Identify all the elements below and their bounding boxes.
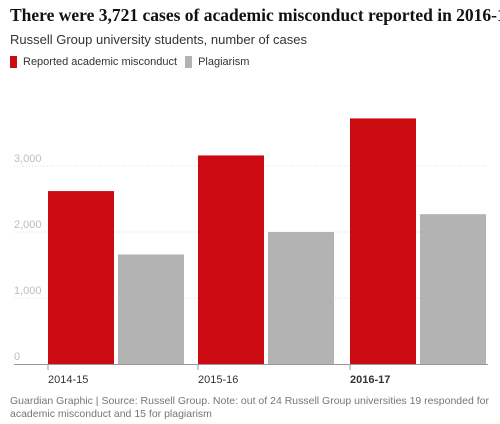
- bar-misconduct: [350, 118, 416, 364]
- y-tick-label: 3,000: [14, 153, 42, 165]
- legend-swatch-plagiarism: [185, 56, 193, 68]
- legend-label-plagiarism: Plagiarism: [198, 56, 250, 68]
- bar-plagiarism: [420, 214, 486, 364]
- y-tick-labels: 0 1,000 2,000 3,000: [14, 153, 42, 363]
- source-note: Guardian Graphic | Source: Russell Group…: [10, 395, 489, 420]
- y-tick-label: 2,000: [14, 219, 42, 231]
- bar-plagiarism: [268, 232, 334, 364]
- x-tick-label: 2014-15: [48, 374, 88, 386]
- chart-title: There were 3,721 cases of academic misco…: [10, 5, 500, 25]
- legend: Reported academic misconduct Plagiarism: [10, 55, 257, 69]
- bars: [48, 118, 486, 364]
- x-axis: 2014-15 2015-16 2016-17: [14, 364, 488, 386]
- legend-item-plagiarism: Plagiarism: [185, 56, 249, 68]
- x-tick-label: 2016-17: [350, 374, 390, 386]
- chart-subtitle: Russell Group university students, numbe…: [10, 32, 307, 47]
- legend-swatch-misconduct: [10, 56, 17, 68]
- y-tick-label: 0: [14, 351, 20, 363]
- bar-plagiarism: [118, 254, 184, 364]
- legend-item-misconduct: Reported academic misconduct: [10, 56, 177, 68]
- bar-misconduct: [198, 155, 264, 364]
- bar-misconduct: [48, 191, 114, 364]
- y-tick-label: 1,000: [14, 285, 42, 297]
- x-tick-label: 2015-16: [198, 374, 238, 386]
- legend-label-misconduct: Reported academic misconduct: [23, 56, 178, 68]
